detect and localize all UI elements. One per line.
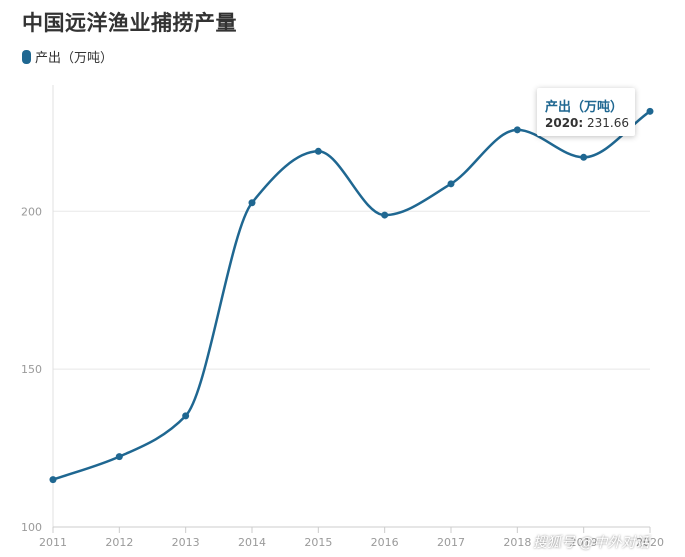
- x-tick-label: 2014: [238, 536, 266, 549]
- x-tick-label: 2013: [172, 536, 200, 549]
- tooltip-row: 2020: 231.66: [545, 116, 629, 130]
- point-layer: [49, 107, 654, 484]
- axis-layer: 100 150 200 2011 2012 2013 2014 2015 2016 2017 201…: [21, 85, 664, 549]
- chart-title: 中国远洋渔业捕捞产量: [22, 11, 237, 35]
- tooltip-year: 2020:: [545, 116, 584, 130]
- data-point-2015[interactable]: [314, 147, 322, 155]
- data-point-2012[interactable]: [115, 453, 123, 461]
- data-point-2018[interactable]: [513, 126, 521, 134]
- x-tick-label: 2016: [371, 536, 399, 549]
- y-tick-label: 200: [21, 205, 42, 218]
- data-point-2013[interactable]: [182, 412, 190, 420]
- x-tick-label: 2019: [570, 536, 598, 549]
- y-tick-label: 150: [21, 363, 42, 376]
- legend[interactable]: 产出（万吨）: [22, 47, 113, 66]
- data-point-2016[interactable]: [381, 211, 389, 219]
- legend-swatch: [22, 49, 31, 64]
- data-point-2014[interactable]: [248, 199, 256, 207]
- data-point-2011[interactable]: [49, 476, 57, 484]
- x-tick-label: 2015: [304, 536, 332, 549]
- watermark: 搜狐号 @中外对话: [533, 535, 650, 551]
- x-tick-label: 2011: [39, 536, 67, 549]
- data-point-2017[interactable]: [447, 180, 455, 188]
- x-tick-label: 2012: [105, 536, 133, 549]
- series-layer: [52, 110, 651, 481]
- data-point-2019[interactable]: [580, 153, 588, 161]
- x-tick-label: 2017: [437, 536, 465, 549]
- tooltip-value: 231.66: [587, 116, 630, 130]
- tooltip: 产出（万吨） 2020: 231.66: [537, 88, 635, 136]
- legend-label: 产出（万吨）: [35, 51, 114, 66]
- x-tick-label: 2018: [503, 536, 531, 549]
- tooltip-title: 产出（万吨）: [545, 100, 624, 115]
- series-line: [52, 110, 651, 481]
- y-tick-label: 100: [21, 521, 42, 534]
- x-tick-label: 2020: [636, 536, 664, 549]
- data-point-2020[interactable]: [646, 107, 654, 115]
- grid-layer: [53, 210, 650, 370]
